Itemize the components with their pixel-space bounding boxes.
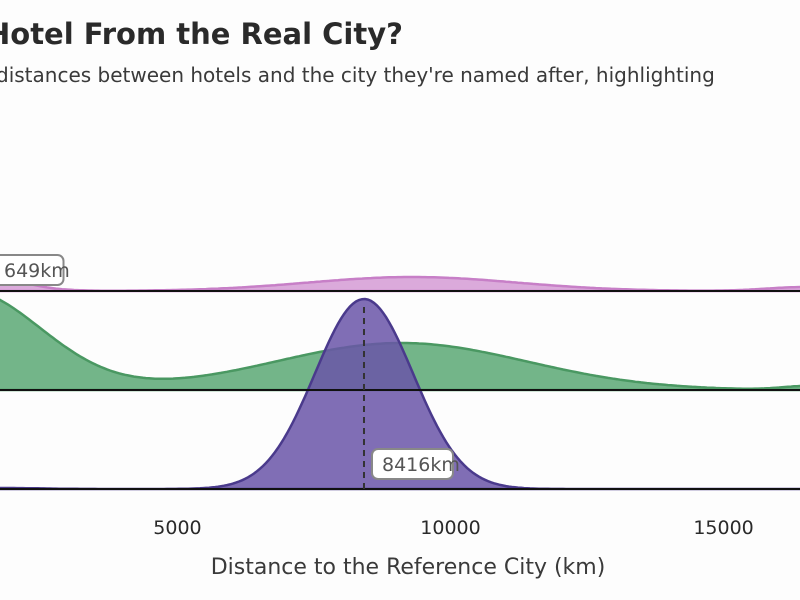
ridge-area-0 xyxy=(0,272,800,293)
annotations-layer: 649km 8416km xyxy=(0,254,460,480)
median-label-box-0 xyxy=(0,254,65,286)
x-axis-ticks: 5000 10000 15000 xyxy=(153,517,754,539)
baselines-layer xyxy=(0,290,800,490)
median-label-0: 649km xyxy=(4,260,70,282)
x-axis-label: Distance to the Reference City (km) xyxy=(211,555,606,580)
x-tick-label-1: 10000 xyxy=(420,517,480,539)
x-tick-label-2: 15000 xyxy=(693,517,753,539)
median-label-2: 8416km xyxy=(382,454,460,476)
chart-title: Hotel From the Real City? xyxy=(0,17,403,51)
x-tick-label-0: 5000 xyxy=(153,517,201,539)
median-label-box-2 xyxy=(370,448,454,480)
chart-subtitle: distances between hotels and the city th… xyxy=(0,63,715,87)
